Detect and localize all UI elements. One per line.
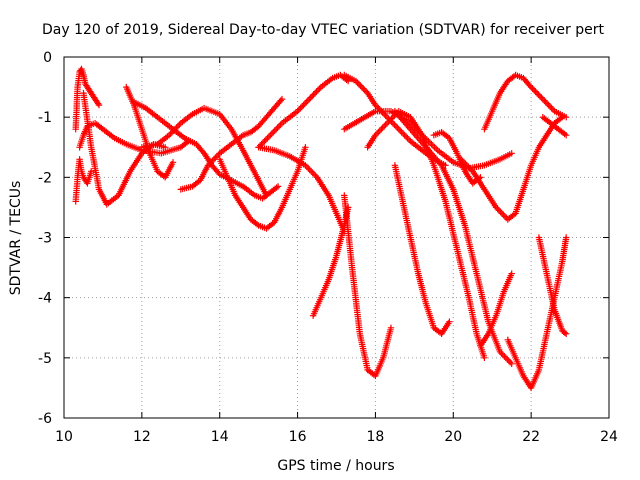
data-point-markers (364, 108, 488, 361)
data-point-markers (72, 156, 95, 205)
series-track-5 (123, 83, 177, 181)
data-point-markers (72, 65, 103, 133)
series-track-8 (177, 95, 286, 193)
x-tick-label: 12 (133, 429, 151, 445)
x-tick-label: 14 (211, 429, 229, 445)
data-point-markers (457, 114, 566, 223)
data-point-markers (80, 89, 169, 208)
data-point-markers (539, 114, 570, 139)
series-track-17 (391, 108, 515, 367)
y-tick-label: -5 (38, 351, 52, 367)
y-axis-tick-labels: 0 -1 -2 -3 -4 -5 -6 (38, 50, 52, 427)
data-point-markers (504, 234, 570, 392)
x-tick-label: 22 (522, 429, 540, 445)
x-axis-tick-labels: 10 12 14 16 18 20 22 24 (55, 429, 618, 445)
data-point-markers (535, 234, 570, 337)
series-track-25 (539, 114, 570, 139)
series-track-13 (341, 192, 395, 380)
series-track-1 (72, 65, 103, 133)
data-point-markers (477, 270, 515, 349)
y-tick-label: -3 (38, 231, 52, 247)
series-track-24 (535, 234, 570, 337)
series-track-18 (364, 108, 488, 361)
series-track-16 (391, 162, 453, 337)
plot-area (72, 65, 570, 392)
y-tick-label: 0 (43, 50, 52, 66)
data-point-markers (481, 71, 570, 133)
data-point-markers (309, 204, 352, 319)
x-tick-label: 10 (55, 429, 73, 445)
data-point-markers (341, 192, 395, 380)
data-point-markers (177, 95, 286, 193)
y-tick-label: -1 (38, 110, 52, 126)
data-point-markers (391, 108, 515, 367)
series-track-4 (80, 89, 169, 208)
x-axis-label: GPS time / hours (277, 458, 394, 474)
y-tick-label: -2 (38, 170, 52, 186)
x-tick-label: 18 (367, 429, 385, 445)
series-track-14 (341, 71, 449, 169)
series-track-2 (72, 156, 95, 205)
data-point-markers (341, 71, 449, 169)
series-track-11 (255, 144, 348, 235)
data-point-markers (123, 83, 177, 181)
series-track-20 (477, 270, 515, 349)
data-point-markers (216, 144, 309, 232)
series-track-23 (504, 234, 570, 392)
x-tick-label: 16 (289, 429, 307, 445)
chart-title: Day 120 of 2019, Sidereal Day-to-day VTE… (42, 22, 604, 38)
y-axis-label: SDTVAR / TECUs (8, 181, 24, 296)
axis-ticks (63, 56, 610, 419)
x-tick-label: 24 (600, 429, 618, 445)
x-tick-label: 20 (444, 429, 462, 445)
series-track-22 (481, 71, 570, 133)
data-point-markers (255, 144, 348, 235)
series-track-21 (457, 114, 566, 223)
data-point-markers (391, 162, 453, 337)
series-track-9 (216, 144, 309, 232)
y-tick-label: -4 (38, 291, 52, 307)
y-tick-label: -6 (38, 411, 52, 427)
series-track-12 (309, 204, 352, 319)
